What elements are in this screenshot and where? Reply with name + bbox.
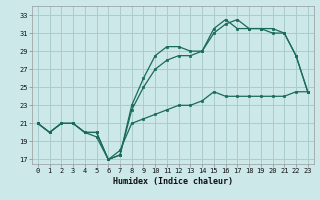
X-axis label: Humidex (Indice chaleur): Humidex (Indice chaleur) [113,177,233,186]
